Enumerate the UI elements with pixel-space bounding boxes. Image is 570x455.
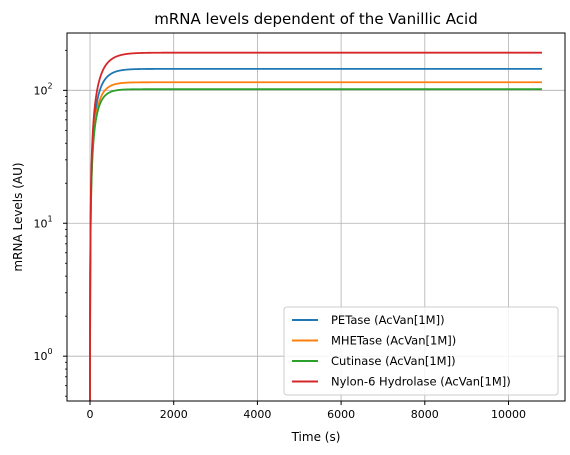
series-line xyxy=(89,67,542,401)
data-series xyxy=(89,51,542,401)
y-axis-label: mRNA Levels (AU) xyxy=(11,162,25,271)
series-line xyxy=(89,51,542,401)
y-axis-ticks: 100 101 102 xyxy=(33,49,67,397)
chart-title: mRNA levels dependent of the Vanillic Ac… xyxy=(154,10,477,28)
legend-label: Cutinase (AcVan[1M]) xyxy=(331,354,456,368)
x-axis-ticks: 0 2000 4000 6000 8000 10000 xyxy=(87,401,526,421)
y-tick-label: 101 xyxy=(33,214,52,230)
legend-label: Nylon-6 Hydrolase (AcVan[1M]) xyxy=(331,375,511,389)
series-line xyxy=(89,88,542,401)
x-tick-label: 10000 xyxy=(491,408,526,421)
legend-box xyxy=(283,306,559,396)
x-axis-label: Time (s) xyxy=(291,430,341,444)
x-tick-label: 6000 xyxy=(327,408,355,421)
plot-frame xyxy=(66,32,566,402)
y-tick-label: 102 xyxy=(33,81,52,97)
x-tick-label: 2000 xyxy=(160,408,188,421)
x-tick-label: 8000 xyxy=(411,408,439,421)
y-tick-label: 100 xyxy=(33,347,52,363)
legend-label: PETase (AcVan[1M]) xyxy=(331,313,445,327)
x-tick-label: 4000 xyxy=(243,408,271,421)
legend-label: MHETase (AcVan[1M]) xyxy=(331,334,456,348)
x-tick-label: 0 xyxy=(87,408,94,421)
legend: PETase (AcVan[1M]) MHETase (AcVan[1M]) Cut… xyxy=(283,306,559,396)
series-line xyxy=(89,81,542,401)
